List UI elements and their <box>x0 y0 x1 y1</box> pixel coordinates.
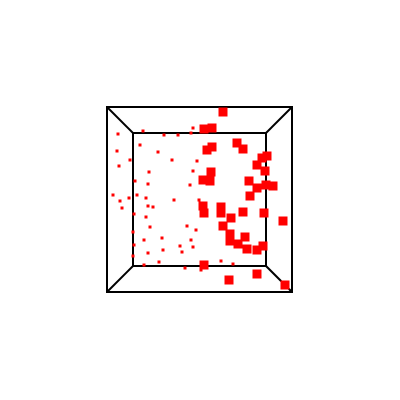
data-point-69 <box>185 224 189 228</box>
data-point-65 <box>132 212 136 216</box>
data-point-71 <box>142 238 146 242</box>
data-point-83 <box>183 266 187 270</box>
data-point-6 <box>232 138 242 148</box>
data-point-24 <box>199 208 209 218</box>
data-points <box>111 107 290 290</box>
data-point-18 <box>268 181 278 191</box>
data-point-70 <box>132 243 136 247</box>
data-point-75 <box>189 238 193 242</box>
data-point-19 <box>245 191 255 201</box>
data-point-59 <box>118 199 122 203</box>
data-point-72 <box>160 236 164 240</box>
data-point-13 <box>205 176 215 186</box>
data-point-80 <box>142 263 146 267</box>
data-point-76 <box>191 245 195 249</box>
data-point-11 <box>260 166 270 176</box>
data-point-64 <box>151 205 155 209</box>
data-point-73 <box>178 244 182 248</box>
data-point-67 <box>131 230 135 234</box>
data-point-43 <box>141 129 145 133</box>
data-point-60 <box>127 196 131 200</box>
data-point-46 <box>189 131 193 135</box>
data-point-27 <box>226 213 236 223</box>
data-point-84 <box>199 268 203 272</box>
data-point-1 <box>199 124 209 134</box>
data-point-16 <box>252 183 262 193</box>
data-point-85 <box>146 204 150 208</box>
data-point-2 <box>207 123 217 133</box>
data-point-54 <box>191 169 195 173</box>
data-point-3 <box>191 126 195 130</box>
data-point-53 <box>147 170 151 174</box>
data-point-37 <box>224 275 234 285</box>
data-point-0 <box>218 107 228 117</box>
data-point-86 <box>170 158 174 162</box>
data-point-74 <box>194 228 198 232</box>
data-point-20 <box>238 207 248 217</box>
box-edge-top-right <box>265 106 293 134</box>
data-point-44 <box>162 133 166 137</box>
data-point-12 <box>198 175 208 185</box>
data-point-38 <box>252 269 262 279</box>
data-point-49 <box>156 150 160 154</box>
data-point-42 <box>116 132 120 136</box>
data-point-87 <box>197 198 201 202</box>
data-point-33 <box>252 245 262 255</box>
data-point-5 <box>207 142 217 152</box>
data-point-48 <box>138 143 142 147</box>
data-point-52 <box>117 164 121 168</box>
data-point-61 <box>120 206 124 210</box>
data-point-57 <box>188 183 192 187</box>
data-point-32 <box>240 232 250 242</box>
data-point-62 <box>144 196 148 200</box>
data-point-51 <box>128 158 132 162</box>
data-point-28 <box>218 221 228 231</box>
box-front-face <box>106 106 293 293</box>
data-point-68 <box>148 225 152 229</box>
data-point-79 <box>161 248 165 252</box>
data-point-30 <box>225 236 235 246</box>
data-point-88 <box>135 193 139 197</box>
data-point-29 <box>225 229 235 239</box>
data-point-21 <box>259 208 269 218</box>
data-point-14 <box>206 167 216 177</box>
data-point-45 <box>176 133 180 137</box>
data-point-23 <box>198 201 208 211</box>
data-point-7 <box>238 144 248 154</box>
data-point-82 <box>157 260 161 264</box>
box-edge-top-left <box>106 106 134 134</box>
data-point-50 <box>195 159 199 163</box>
data-point-81 <box>180 250 184 254</box>
data-point-47 <box>115 149 119 153</box>
data-point-35 <box>242 244 252 254</box>
data-point-77 <box>131 254 135 258</box>
data-point-40 <box>219 259 223 263</box>
data-point-10 <box>252 160 262 170</box>
data-point-66 <box>144 215 148 219</box>
data-point-8 <box>257 153 267 163</box>
data-point-15 <box>244 176 254 186</box>
data-point-26 <box>216 208 226 218</box>
data-point-34 <box>258 241 268 251</box>
data-point-22 <box>278 216 288 226</box>
data-point-39 <box>280 280 290 290</box>
data-point-56 <box>146 182 150 186</box>
data-point-31 <box>233 239 243 249</box>
data-point-41 <box>231 262 235 266</box>
data-point-25 <box>216 202 226 212</box>
data-point-9 <box>262 151 272 161</box>
data-point-36 <box>199 260 209 270</box>
data-point-4 <box>202 145 212 155</box>
data-point-55 <box>133 179 137 183</box>
data-point-58 <box>111 193 115 197</box>
data-point-17 <box>261 180 271 190</box>
data-point-78 <box>146 251 150 255</box>
data-point-63 <box>172 198 176 202</box>
box-edge-bottom-left <box>106 265 134 293</box>
